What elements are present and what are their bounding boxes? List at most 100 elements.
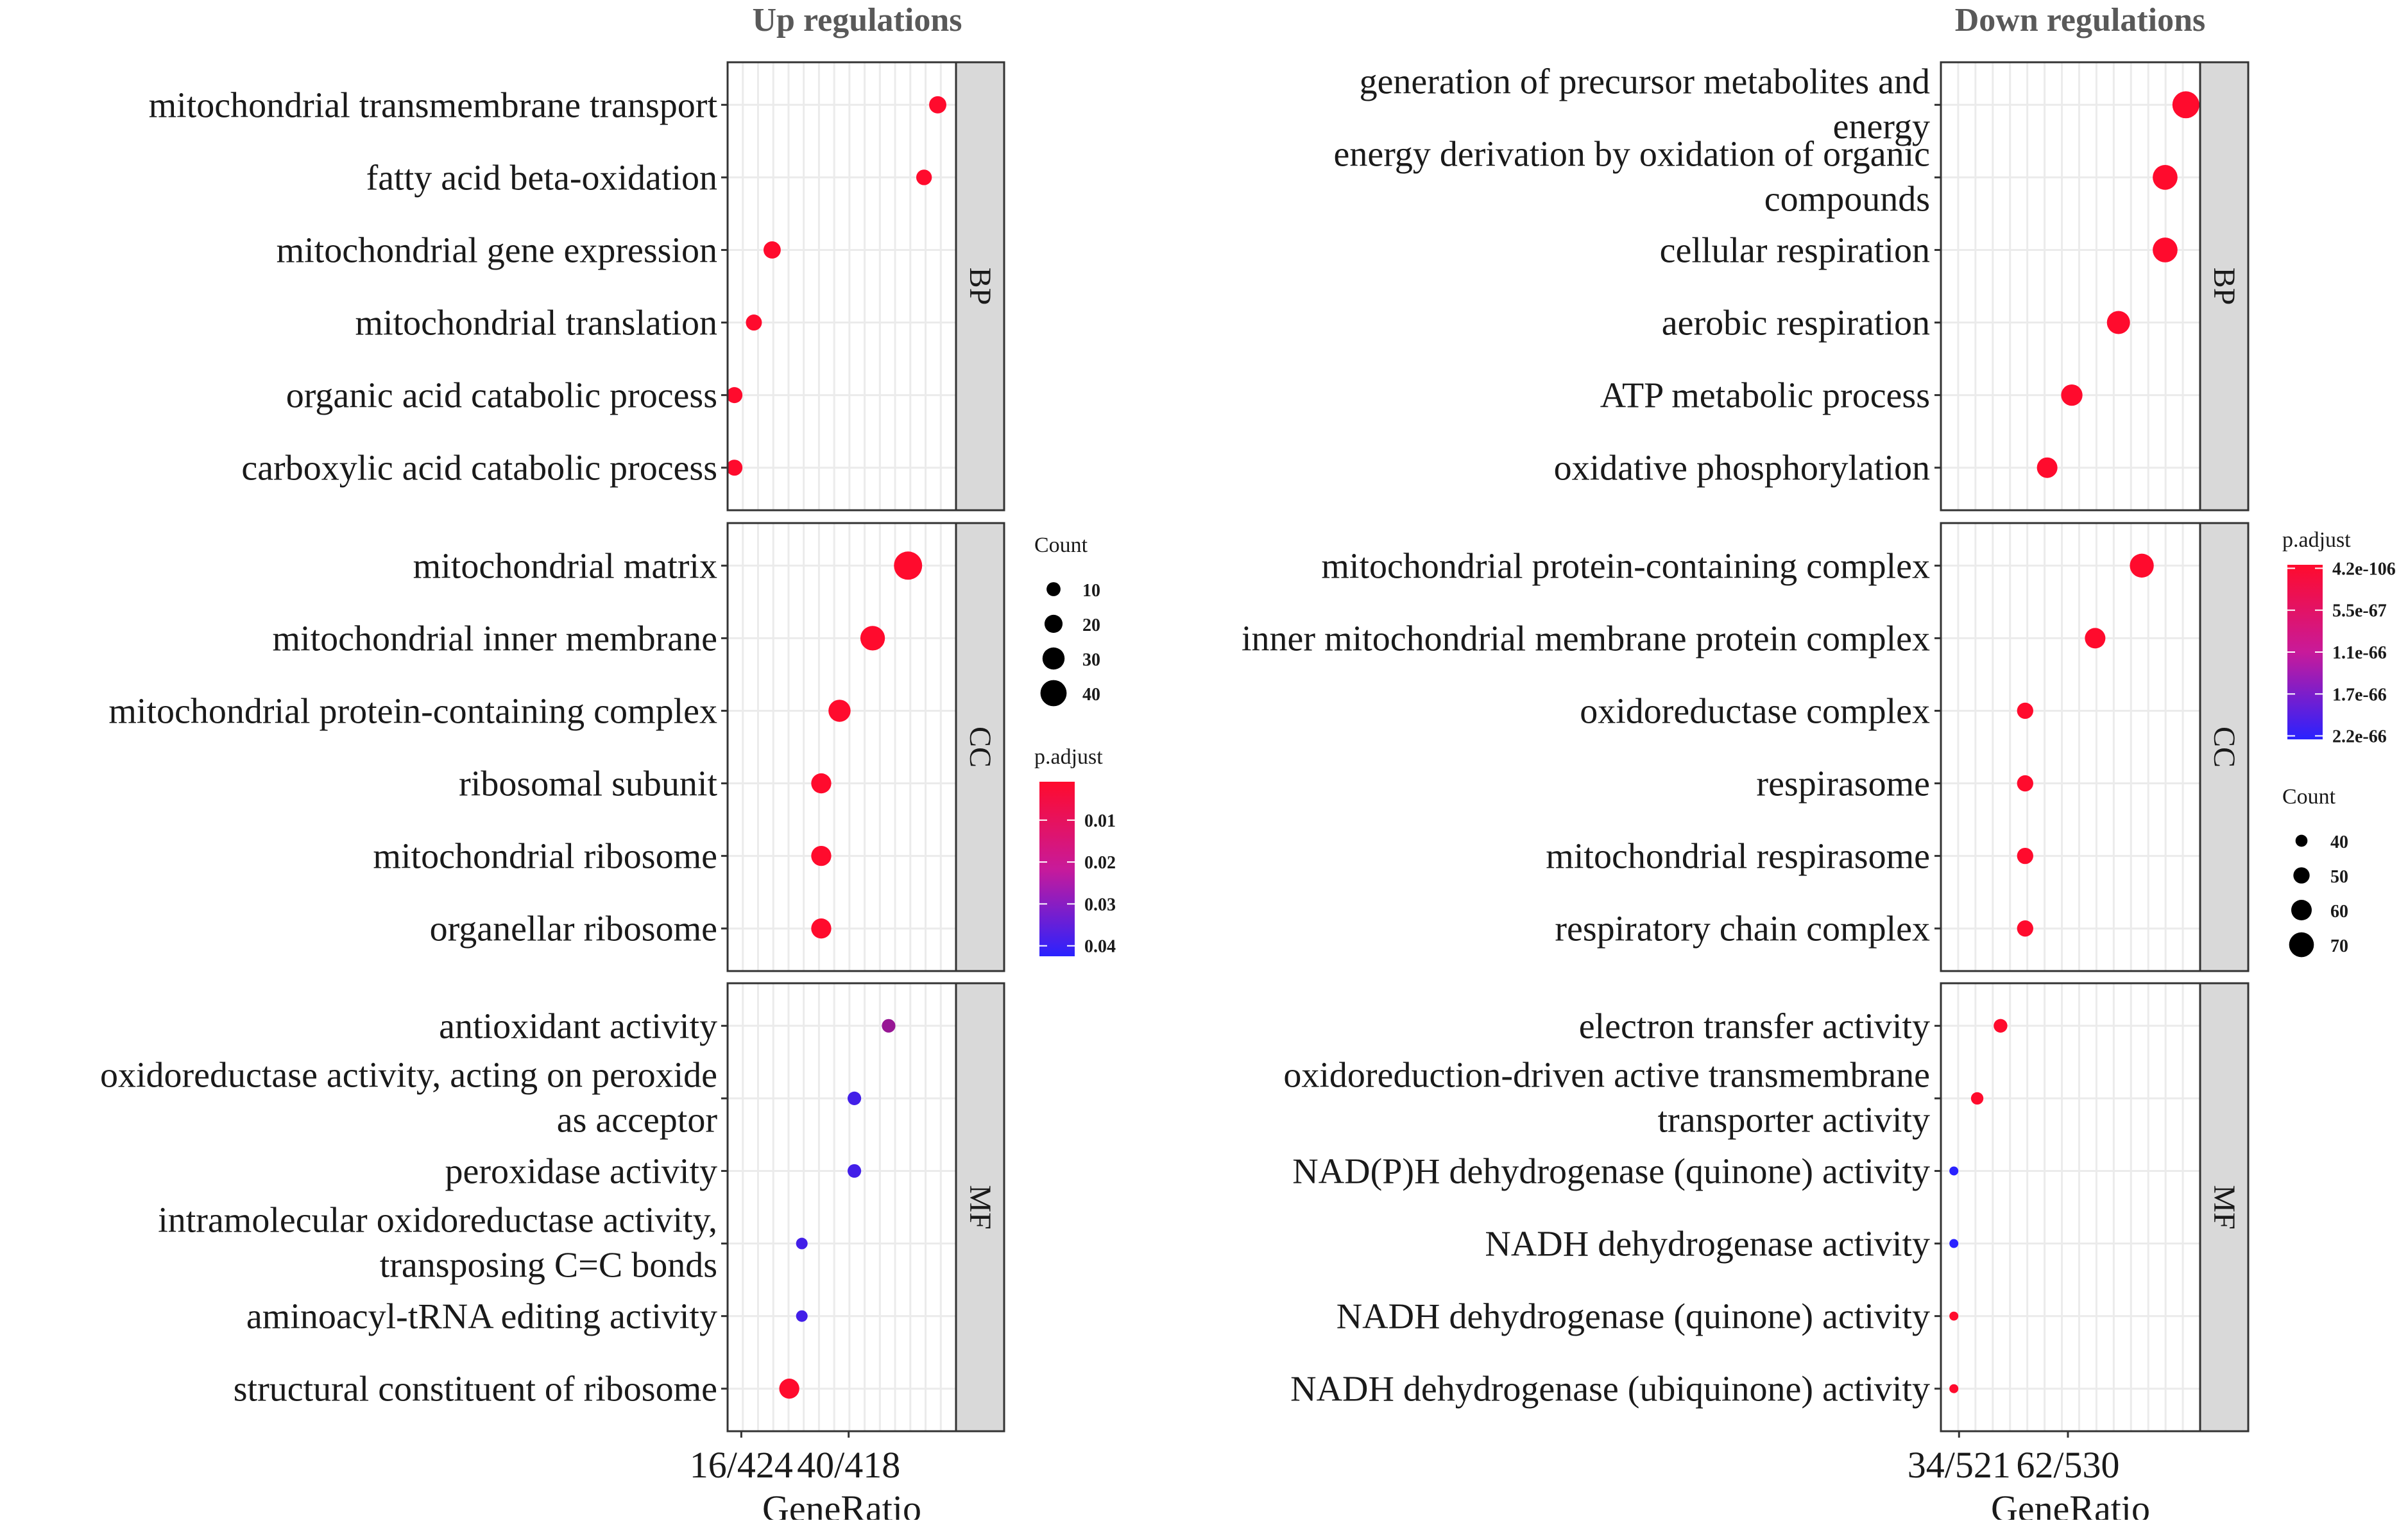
padj-colorbar bbox=[1039, 782, 1075, 956]
count-legend-title: Count bbox=[1034, 533, 1088, 557]
data-point bbox=[860, 626, 885, 651]
term-label: NADH dehydrogenase (quinone) activity bbox=[1336, 1297, 1930, 1337]
data-point bbox=[2017, 702, 2033, 719]
facet-strip-label: MF bbox=[2207, 1185, 2241, 1229]
term-label: ATP metabolic process bbox=[1600, 376, 1930, 416]
term-label: peroxidase activity bbox=[445, 1151, 717, 1191]
count-legend-key bbox=[1044, 614, 1063, 633]
data-point bbox=[1970, 1092, 1984, 1105]
data-point bbox=[1949, 1384, 1959, 1393]
data-point bbox=[811, 845, 832, 866]
padj-legend-label: 1.7e-66 bbox=[2332, 685, 2387, 705]
chart-down-regulations: Down regulations generation of precursor … bbox=[1242, 2, 2396, 1523]
facet-strip-label: CC bbox=[2207, 727, 2241, 768]
count-legend-label: 20 bbox=[1082, 615, 1100, 635]
data-point bbox=[726, 387, 743, 404]
panel-title: Down regulations bbox=[1955, 2, 2206, 39]
facet-cc: mitochondrial matrix mitochondrial inner … bbox=[108, 522, 1005, 972]
term-label: aerobic respiration bbox=[1662, 304, 1930, 343]
facet-strip bbox=[2199, 61, 2250, 512]
count-legend-title: Count bbox=[2282, 785, 2336, 809]
facet-strip-label: BP bbox=[963, 268, 997, 305]
facet-cc: mitochondrial protein-containing complex… bbox=[1242, 522, 2250, 972]
padj-legend-label: 0.03 bbox=[1084, 895, 1116, 915]
x-tick-label: 62/530 bbox=[2016, 1444, 2119, 1486]
term-label: mitochondrial respirasome bbox=[1546, 837, 1930, 877]
count-legend-label: 10 bbox=[1082, 581, 1100, 601]
count-legend-label: 40 bbox=[1082, 685, 1100, 705]
facet-mf: antioxidant activity oxidoreductase activ… bbox=[100, 982, 1005, 1433]
term-label-line: energy derivation by oxidation of organi… bbox=[1334, 134, 1930, 174]
facet-strip-label: BP bbox=[2207, 268, 2241, 305]
count-legend-key bbox=[1046, 582, 1061, 596]
term-label: mitochondrial inner membrane bbox=[272, 619, 717, 658]
data-point bbox=[2085, 628, 2106, 649]
term-label: mitochondrial matrix bbox=[413, 546, 717, 586]
term-label-line: oxidoreduction-driven active transmembra… bbox=[1283, 1055, 1930, 1095]
count-legend-key bbox=[2293, 867, 2310, 884]
data-point bbox=[2017, 920, 2033, 937]
term-label: organic acid catabolic process bbox=[286, 376, 717, 416]
data-point bbox=[811, 773, 832, 794]
data-point bbox=[2130, 553, 2154, 578]
data-point bbox=[763, 241, 781, 259]
term-label: cellular respiration bbox=[1660, 230, 1930, 270]
data-point bbox=[2172, 91, 2199, 119]
term-label: NADH dehydrogenase (ubiquinone) activity bbox=[1290, 1370, 1930, 1409]
count-legend-label: 30 bbox=[1082, 650, 1100, 670]
data-point bbox=[746, 314, 762, 331]
plot-panel bbox=[728, 62, 956, 510]
term-label-line: compounds bbox=[1764, 179, 1930, 219]
data-point bbox=[894, 551, 923, 580]
term-label: oxidoreductase complex bbox=[1580, 691, 1930, 731]
data-point bbox=[2153, 237, 2178, 262]
data-point bbox=[2037, 457, 2058, 478]
count-legend-label: 40 bbox=[2330, 832, 2348, 852]
data-point bbox=[796, 1310, 808, 1322]
x-tick-label: 40/418 bbox=[797, 1444, 900, 1486]
data-point bbox=[882, 1019, 896, 1033]
facet-strip bbox=[955, 982, 1005, 1433]
facet-strip bbox=[2199, 982, 2250, 1433]
x-axis-title: GeneRatio bbox=[1991, 1488, 2150, 1520]
facet-strip bbox=[955, 61, 1005, 512]
term-label: inner mitochondrial membrane protein com… bbox=[1242, 619, 1930, 658]
padj-legend-label: 4.2e-106 bbox=[2332, 559, 2396, 579]
term-label: mitochondrial protein-containing complex bbox=[1321, 546, 1930, 586]
plot-panel bbox=[1941, 983, 2200, 1431]
term-label: intramolecular oxidoreductase activity, t… bbox=[158, 1201, 717, 1286]
facet-bp: mitochondrial transmembrane transport fat… bbox=[149, 61, 1005, 512]
plot-panel bbox=[1941, 62, 2200, 510]
data-point bbox=[2017, 775, 2033, 792]
count-legend-label: 60 bbox=[2330, 902, 2348, 922]
term-label: fatty acid beta-oxidation bbox=[366, 158, 717, 198]
term-label-line: transporter activity bbox=[1657, 1100, 1930, 1140]
term-label: aminoacyl-tRNA editing activity bbox=[246, 1297, 717, 1337]
term-label: oxidative phosphorylation bbox=[1554, 449, 1930, 488]
term-label: oxidoreduction-driven active transmembra… bbox=[1283, 1055, 1930, 1140]
data-point bbox=[916, 169, 932, 185]
padj-legend-label: 1.1e-66 bbox=[2332, 643, 2387, 663]
count-legend-key bbox=[2289, 932, 2314, 958]
x-tick-label: 34/521 bbox=[1908, 1444, 2011, 1486]
chart-up-regulations: Up regulations mitochondrial transmembran… bbox=[100, 2, 1116, 1523]
legends: Count 40 50 60 70 p.adjust 4.2e-106 5.5e-67 1.1e… bbox=[2282, 528, 2396, 958]
panel-title: Up regulations bbox=[753, 2, 962, 39]
plot-panel bbox=[728, 983, 956, 1431]
term-label: oxidoreductase activity, acting on perox… bbox=[100, 1055, 717, 1140]
term-label-line: as acceptor bbox=[557, 1100, 718, 1140]
data-point bbox=[828, 700, 851, 722]
data-point bbox=[726, 460, 743, 476]
data-point bbox=[779, 1379, 799, 1399]
data-point bbox=[2106, 311, 2130, 334]
term-label: electron transfer activity bbox=[1579, 1006, 1930, 1046]
facet-strip bbox=[2199, 522, 2250, 972]
facet-strip-label: CC bbox=[963, 727, 997, 768]
padj-legend-label: 5.5e-67 bbox=[2332, 601, 2387, 621]
legends: Count 10 20 30 40 p.adjust 0.01 0.02 0.03 0.04 bbox=[1034, 533, 1116, 957]
data-point bbox=[1949, 1239, 1959, 1248]
count-legend-key bbox=[1042, 647, 1065, 670]
padj-legend-title: p.adjust bbox=[2282, 528, 2351, 552]
